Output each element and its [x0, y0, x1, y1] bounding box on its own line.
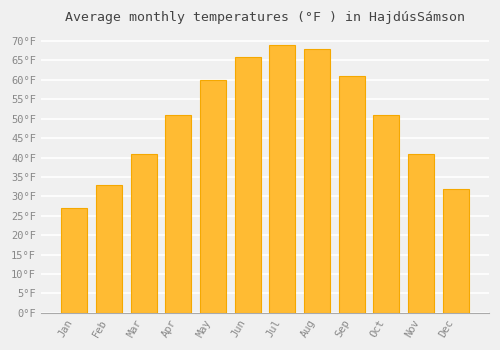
- Bar: [338, 76, 364, 313]
- Bar: [234, 57, 260, 313]
- Title: Average monthly temperatures (°F ) in HajdúsSámson: Average monthly temperatures (°F ) in Ha…: [65, 11, 465, 24]
- Bar: [270, 45, 295, 313]
- Bar: [442, 189, 468, 313]
- Bar: [373, 115, 399, 313]
- Bar: [304, 49, 330, 313]
- Bar: [166, 115, 192, 313]
- Bar: [96, 185, 122, 313]
- Bar: [62, 208, 88, 313]
- Bar: [200, 80, 226, 313]
- Bar: [130, 154, 156, 313]
- Bar: [408, 154, 434, 313]
